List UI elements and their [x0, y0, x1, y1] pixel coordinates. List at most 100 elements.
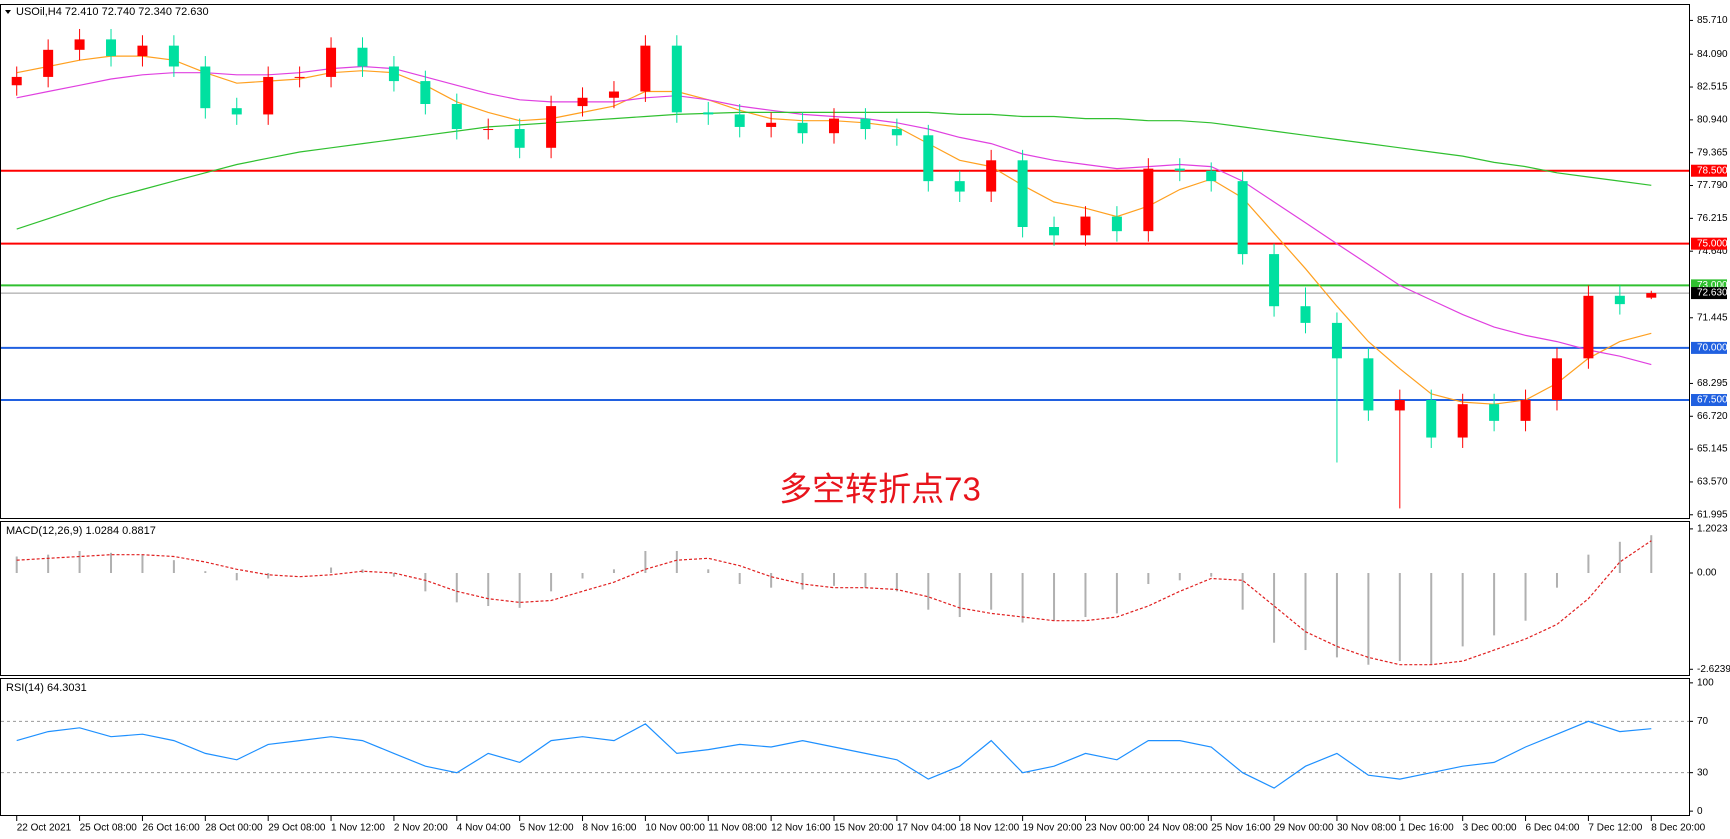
macd-bar	[1115, 573, 1118, 614]
macd-bar	[707, 569, 710, 573]
x-tick-label: 7 Dec 12:00	[1588, 823, 1642, 834]
candle-body	[514, 129, 525, 148]
macd-bar	[110, 552, 113, 573]
macd-bar	[1178, 573, 1181, 581]
candle-body	[546, 106, 557, 148]
x-tick-label: 25 Nov 16:00	[1211, 823, 1271, 834]
macd-bar	[78, 550, 81, 573]
x-tick-label: 19 Nov 20:00	[1023, 823, 1083, 834]
macd-bar	[1618, 541, 1621, 573]
candle-body	[231, 108, 242, 115]
macd-bar	[487, 573, 490, 607]
x-tick-label: 26 Oct 16:00	[142, 823, 200, 834]
level-tag	[1691, 237, 1727, 250]
macd-bar	[267, 573, 270, 579]
candle-body	[168, 45, 179, 67]
y-tick-label: 84.090	[1697, 49, 1728, 60]
candle-body	[200, 66, 211, 109]
macd-bar	[424, 573, 427, 592]
y-tick-label: 0.00	[1697, 568, 1717, 579]
x-tick-label: 5 Nov 12:00	[520, 823, 574, 834]
candle-body	[483, 129, 494, 131]
candle-body	[860, 118, 871, 130]
macd-bar	[15, 556, 18, 573]
price-label: 72.630	[1697, 288, 1728, 299]
menu-icon[interactable]	[5, 10, 11, 14]
x-tick-label: 23 Nov 00:00	[1085, 823, 1145, 834]
x-tick-label: 3 Dec 00:00	[1463, 823, 1517, 834]
x-tick-label: 28 Oct 00:00	[205, 823, 263, 834]
macd-bar	[958, 573, 961, 618]
macd-bar	[581, 573, 584, 579]
macd-bar	[1053, 573, 1056, 621]
macd-bar	[864, 573, 867, 588]
candle-body	[1143, 168, 1154, 232]
level-label: 70.000	[1697, 343, 1728, 354]
y-tick-label: 30	[1697, 767, 1709, 778]
y-tick-label: 70	[1697, 716, 1709, 727]
x-tick-label: 15 Nov 20:00	[834, 823, 894, 834]
x-tick-label: 24 Nov 08:00	[1148, 823, 1208, 834]
candle-body	[451, 104, 462, 130]
candle-body	[263, 76, 274, 115]
y-tick-label: 1.2023	[1697, 524, 1728, 535]
candle-body	[137, 45, 148, 57]
macd-bar	[990, 573, 993, 610]
candle-body	[1551, 358, 1562, 401]
candle-body	[11, 76, 22, 86]
candle-body	[828, 118, 839, 134]
candle-body	[106, 39, 117, 57]
candle-body	[797, 122, 808, 134]
y-tick-label: 63.570	[1697, 477, 1728, 488]
candle-body	[1489, 404, 1500, 421]
x-tick-label: 6 Dec 04:00	[1526, 823, 1580, 834]
macd-bar	[1084, 573, 1087, 618]
macd-bar	[612, 569, 615, 573]
annotation: 多空转折点73	[779, 471, 981, 508]
macd-bar	[927, 573, 930, 610]
macd-bar	[1273, 573, 1276, 643]
y-tick-label: 76.215	[1697, 213, 1728, 224]
y-tick-label: 82.515	[1697, 82, 1728, 93]
main-panel	[0, 4, 1690, 519]
candle-body	[1646, 293, 1657, 298]
candle-body	[1300, 306, 1311, 323]
candle-body	[1331, 322, 1342, 359]
candle-body	[357, 47, 368, 67]
macd-bar	[1367, 573, 1370, 665]
macd-bar	[1461, 573, 1464, 647]
candle-body	[74, 39, 85, 50]
rsi-line	[16, 720, 1652, 789]
macd-title: MACD(12,26,9) 1.0284 0.8817	[6, 525, 156, 537]
candle-body	[923, 135, 934, 182]
candle-body	[671, 45, 682, 113]
macd-bar	[895, 573, 898, 592]
x-tick-label: 18 Nov 12:00	[960, 823, 1020, 834]
candle-body	[1174, 168, 1185, 171]
candle-body	[1206, 170, 1217, 182]
y-tick-label: 77.790	[1697, 180, 1728, 191]
x-tick-label: 8 Nov 16:00	[583, 823, 637, 834]
candle-body	[734, 114, 745, 127]
macd-bar	[1650, 535, 1653, 573]
macd-bar	[330, 567, 333, 573]
macd-bar	[1021, 573, 1024, 623]
candle-body	[577, 97, 588, 107]
y-tick-label: -2.6239	[1697, 664, 1730, 675]
rsi-panel	[0, 678, 1690, 816]
x-tick-label: 22 Oct 2021	[17, 823, 72, 834]
macd-bar	[1555, 573, 1558, 588]
candle-body	[703, 112, 714, 115]
macd-bar	[1210, 573, 1213, 577]
rsi-title: RSI(14) 64.3031	[6, 682, 87, 694]
macd-bar	[770, 573, 773, 588]
y-tick-label: 0	[1697, 806, 1703, 817]
chart-title: USOil,H4 72.410 72.740 72.340 72.630	[16, 6, 209, 18]
candle-body	[1237, 181, 1248, 255]
x-tick-label: 29 Nov 00:00	[1274, 823, 1334, 834]
macd-panel	[0, 521, 1690, 676]
macd-bar	[738, 573, 741, 585]
macd-bar	[1587, 554, 1590, 573]
y-tick-label: 66.720	[1697, 411, 1728, 422]
